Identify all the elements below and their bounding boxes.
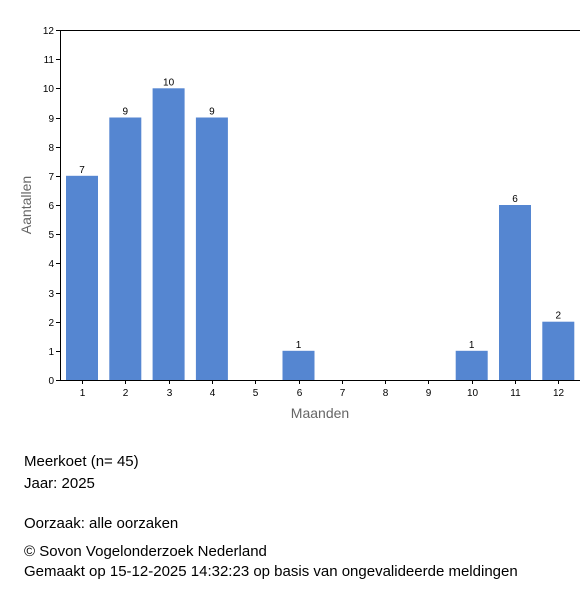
- y-tick-label: 11: [44, 55, 55, 66]
- x-tick-label: 12: [553, 388, 565, 399]
- x-tick-label: 4: [210, 388, 216, 399]
- x-tick-label: 7: [340, 388, 346, 399]
- x-tick-label: 10: [467, 388, 479, 399]
- data-labels-group: 7 9 10 9 1 1 6 2: [79, 77, 562, 351]
- y-tick-label: 0: [48, 376, 54, 387]
- copyright-text: © Sovon Vogelonderzoek Nederland: [24, 543, 267, 560]
- y-tick-label: 9: [48, 114, 54, 125]
- bar-value-label: 7: [79, 165, 85, 176]
- y-tick-label: 1: [48, 347, 54, 358]
- y-tick-label: 6: [48, 201, 54, 212]
- bar-month-6: [282, 350, 315, 380]
- bar-value-label: 1: [296, 340, 302, 351]
- bar-value-label: 2: [556, 311, 562, 322]
- y-tick-label: 4: [48, 259, 54, 270]
- x-tick-label: 6: [297, 388, 303, 399]
- x-tick-label: 11: [510, 388, 521, 399]
- bar-month-11: [499, 205, 531, 380]
- bar-month-12: [542, 321, 575, 380]
- year-text: Jaar: 2025: [24, 475, 95, 492]
- x-axis: 1 2 3 4 5 6 7 8 9 10 11 12: [60, 380, 580, 399]
- y-tick-label: 8: [48, 143, 54, 154]
- x-tick-label: 1: [80, 388, 86, 399]
- bar-value-label: 9: [209, 107, 215, 118]
- y-axis-title: Aantallen: [18, 176, 34, 234]
- generated-text: Gemaakt op 15-12-2025 14:32:23 op basis …: [24, 563, 518, 580]
- bars-group: [66, 88, 575, 381]
- x-tick-label: 9: [426, 388, 432, 399]
- bar-value-label: 10: [163, 77, 175, 88]
- x-tick-label: 2: [123, 388, 129, 399]
- y-tick-label: 7: [48, 172, 54, 183]
- bar-value-label: 1: [469, 340, 475, 351]
- y-tick-label: 12: [43, 26, 55, 37]
- cause-text: Oorzaak: alle oorzaken: [24, 515, 179, 532]
- bar-month-10: [455, 350, 488, 380]
- y-tick-label: 5: [48, 230, 54, 241]
- bar-month-4: [195, 117, 228, 380]
- bar-value-label: 9: [123, 107, 129, 118]
- x-tick-label: 5: [253, 388, 259, 399]
- bar-month-3: [152, 88, 185, 381]
- y-tick-label: 2: [48, 318, 54, 329]
- x-tick-label: 8: [383, 388, 389, 399]
- bar-value-label: 6: [512, 194, 518, 205]
- y-tick-label: 3: [48, 289, 54, 300]
- x-tick-label: 3: [167, 388, 173, 399]
- x-axis-title: Maanden: [291, 405, 349, 421]
- y-tick-label: 10: [43, 84, 55, 95]
- bar-month-1: [66, 175, 98, 380]
- species-count-text: Meerkoet (n= 45): [24, 453, 139, 470]
- bar-month-2: [109, 117, 142, 380]
